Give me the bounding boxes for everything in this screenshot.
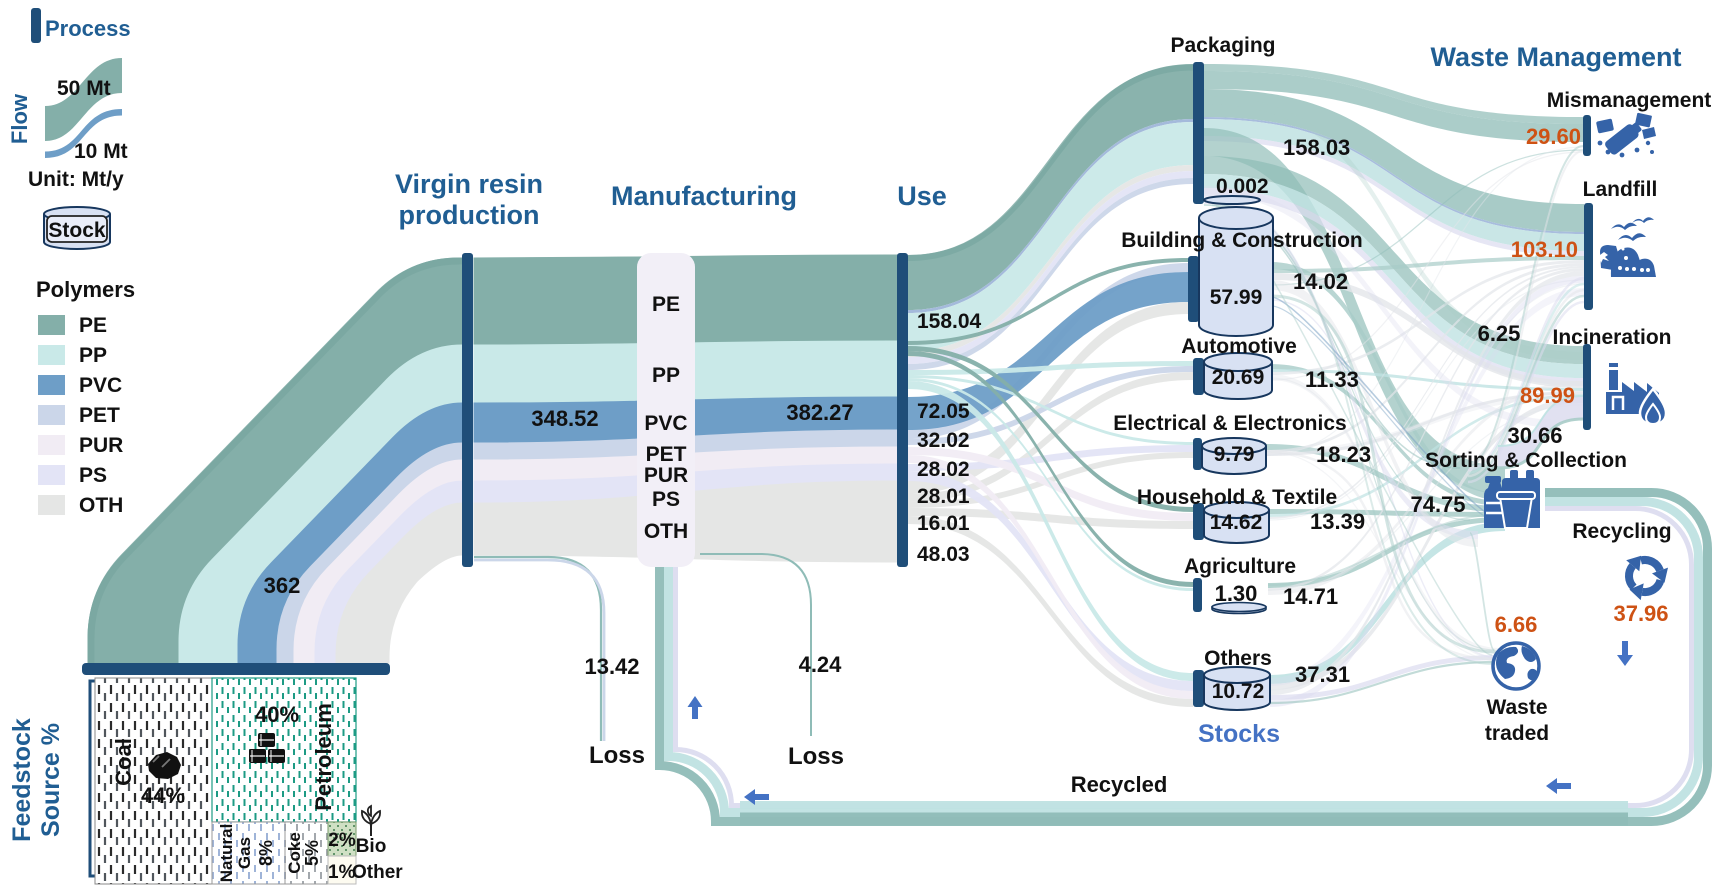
svg-text:158.03: 158.03 bbox=[1283, 135, 1350, 160]
svg-text:Process: Process bbox=[45, 16, 131, 41]
svg-text:PVC: PVC bbox=[644, 412, 687, 435]
svg-text:Incineration: Incineration bbox=[1552, 326, 1671, 349]
svg-text:Sorting & Collection: Sorting & Collection bbox=[1425, 449, 1627, 472]
svg-text:30.66: 30.66 bbox=[1507, 423, 1562, 448]
svg-text:6.25: 6.25 bbox=[1478, 321, 1521, 346]
svg-text:20.69: 20.69 bbox=[1212, 366, 1265, 389]
svg-text:Source %: Source % bbox=[37, 723, 65, 837]
svg-text:Loss: Loss bbox=[788, 743, 844, 770]
svg-text:4.24: 4.24 bbox=[799, 652, 843, 677]
svg-text:158.04: 158.04 bbox=[917, 310, 982, 333]
svg-text:PS: PS bbox=[652, 488, 680, 511]
svg-text:348.52: 348.52 bbox=[531, 406, 598, 431]
svg-text:Feedstock: Feedstock bbox=[8, 718, 36, 842]
svg-text:89.99: 89.99 bbox=[1520, 383, 1575, 408]
svg-text:Manufacturing: Manufacturing bbox=[611, 181, 797, 211]
svg-text:14.02: 14.02 bbox=[1293, 269, 1348, 294]
svg-text:Coke: Coke bbox=[285, 832, 304, 874]
svg-text:Use: Use bbox=[897, 181, 947, 211]
svg-text:37.31: 37.31 bbox=[1295, 662, 1350, 687]
svg-text:PET: PET bbox=[646, 443, 687, 466]
svg-text:production: production bbox=[399, 200, 540, 230]
svg-text:0.002: 0.002 bbox=[1216, 175, 1269, 198]
svg-text:1%: 1% bbox=[328, 862, 356, 883]
svg-text:traded: traded bbox=[1485, 722, 1549, 745]
svg-text:Unit: Mt/y: Unit: Mt/y bbox=[28, 168, 124, 191]
svg-text:Recycling: Recycling bbox=[1572, 520, 1671, 543]
svg-text:Household & Textile: Household & Textile bbox=[1137, 486, 1337, 509]
svg-text:Gas: Gas bbox=[235, 837, 254, 869]
svg-text:PUR: PUR bbox=[644, 464, 688, 487]
svg-text:Flow: Flow bbox=[7, 93, 32, 144]
svg-text:Recycled: Recycled bbox=[1071, 772, 1168, 797]
svg-text:PVC: PVC bbox=[79, 374, 122, 397]
svg-text:18.23: 18.23 bbox=[1316, 442, 1371, 467]
svg-text:9.79: 9.79 bbox=[1214, 443, 1255, 466]
svg-text:13.39: 13.39 bbox=[1310, 509, 1365, 534]
svg-text:Automotive: Automotive bbox=[1181, 335, 1297, 358]
svg-text:Other: Other bbox=[352, 862, 403, 883]
svg-text:Agriculture: Agriculture bbox=[1184, 555, 1296, 578]
svg-text:Waste Management: Waste Management bbox=[1430, 42, 1681, 72]
svg-text:PP: PP bbox=[652, 364, 680, 387]
svg-text:PE: PE bbox=[79, 314, 107, 337]
svg-text:8%: 8% bbox=[256, 840, 276, 866]
svg-text:PS: PS bbox=[79, 464, 107, 487]
svg-text:14.62: 14.62 bbox=[1210, 511, 1263, 534]
svg-text:362: 362 bbox=[264, 573, 301, 598]
svg-text:14.71: 14.71 bbox=[1283, 584, 1338, 609]
svg-text:Virgin resin: Virgin resin bbox=[395, 169, 543, 199]
svg-text:37.96: 37.96 bbox=[1613, 601, 1668, 626]
svg-text:Bio: Bio bbox=[356, 836, 387, 857]
svg-text:Stocks: Stocks bbox=[1198, 720, 1280, 748]
svg-text:1.30: 1.30 bbox=[1215, 581, 1258, 606]
svg-text:2%: 2% bbox=[328, 830, 356, 851]
svg-text:OTH: OTH bbox=[644, 520, 688, 543]
svg-text:40%: 40% bbox=[255, 702, 299, 727]
svg-text:382.27: 382.27 bbox=[786, 400, 853, 425]
svg-text:Waste: Waste bbox=[1486, 696, 1547, 719]
svg-text:Landfill: Landfill bbox=[1583, 178, 1658, 201]
svg-text:50 Mt: 50 Mt bbox=[57, 77, 111, 100]
svg-text:Mismanagement: Mismanagement bbox=[1547, 89, 1712, 112]
svg-text:PE: PE bbox=[652, 293, 680, 316]
svg-text:13.42: 13.42 bbox=[584, 654, 639, 679]
svg-text:Polymers: Polymers bbox=[36, 277, 135, 302]
svg-text:74.75: 74.75 bbox=[1410, 492, 1465, 517]
svg-text:32.02: 32.02 bbox=[917, 429, 970, 452]
svg-text:PET: PET bbox=[79, 404, 120, 427]
svg-text:PUR: PUR bbox=[79, 434, 123, 457]
svg-text:103.10: 103.10 bbox=[1511, 237, 1578, 262]
svg-text:Building & Construction: Building & Construction bbox=[1121, 229, 1362, 252]
svg-text:16.01: 16.01 bbox=[917, 512, 970, 535]
svg-text:72.05: 72.05 bbox=[917, 400, 970, 423]
svg-text:28.01: 28.01 bbox=[917, 485, 970, 508]
svg-text:Coal: Coal bbox=[111, 738, 136, 786]
svg-text:Others: Others bbox=[1204, 647, 1272, 670]
svg-text:Loss: Loss bbox=[589, 742, 645, 769]
svg-text:Electrical & Electronics: Electrical & Electronics bbox=[1113, 412, 1346, 435]
svg-text:Natural: Natural bbox=[217, 824, 236, 883]
svg-text:PP: PP bbox=[79, 344, 107, 367]
svg-text:10.72: 10.72 bbox=[1212, 680, 1265, 703]
svg-text:Stock: Stock bbox=[48, 219, 106, 242]
svg-text:Petroleum: Petroleum bbox=[311, 703, 336, 811]
svg-text:57.99: 57.99 bbox=[1210, 286, 1263, 309]
svg-text:48.03: 48.03 bbox=[917, 543, 970, 566]
svg-text:11.33: 11.33 bbox=[1305, 367, 1359, 392]
svg-text:5%: 5% bbox=[302, 840, 322, 866]
svg-text:44%: 44% bbox=[141, 783, 185, 808]
svg-text:28.02: 28.02 bbox=[917, 458, 970, 481]
svg-text:6.66: 6.66 bbox=[1495, 612, 1538, 637]
svg-text:OTH: OTH bbox=[79, 494, 123, 517]
svg-text:Packaging: Packaging bbox=[1170, 34, 1275, 57]
svg-text:29.60: 29.60 bbox=[1526, 124, 1581, 149]
svg-text:10 Mt: 10 Mt bbox=[74, 140, 128, 163]
